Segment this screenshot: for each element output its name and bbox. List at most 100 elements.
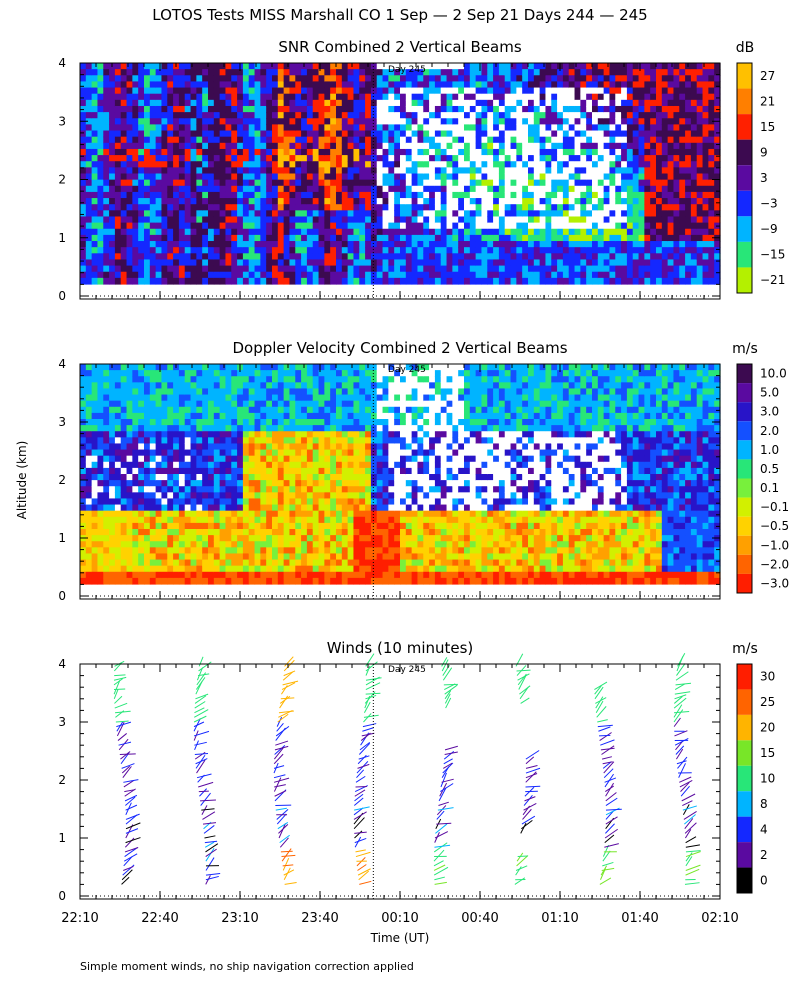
heatmap-cell	[394, 136, 401, 144]
heatmap-cell	[574, 179, 581, 187]
heatmap-cell	[138, 198, 145, 205]
heatmap-cell	[475, 118, 483, 125]
heatmap-cell	[178, 406, 186, 414]
heatmap-cell	[626, 173, 634, 181]
heatmap-cell	[359, 185, 366, 193]
heatmap-cell	[481, 198, 488, 205]
heatmap-cell	[213, 81, 221, 89]
heatmap-cell	[91, 547, 99, 555]
heatmap-cell	[429, 69, 436, 76]
heatmap-cell	[97, 185, 104, 193]
heatmap-cell	[446, 124, 453, 132]
heatmap-cell	[405, 69, 413, 76]
heatmap-cell	[603, 191, 611, 199]
heatmap-cell	[557, 265, 564, 273]
heatmap-cell	[272, 124, 279, 132]
heatmap-cell	[103, 173, 110, 181]
heatmap-cell	[417, 99, 424, 107]
heatmap-cell	[266, 136, 273, 144]
heatmap-cell	[161, 185, 168, 193]
heatmap-cell	[621, 241, 628, 248]
heatmap-cell	[411, 198, 419, 205]
heatmap-cell	[551, 136, 558, 144]
heatmap-cell	[650, 271, 657, 279]
heatmap-cell	[341, 234, 349, 242]
heatmap-cell	[452, 124, 459, 132]
heatmap-cell	[359, 63, 366, 70]
heatmap-cell	[219, 400, 227, 408]
heatmap-cell	[219, 118, 227, 125]
heatmap-cell	[388, 216, 395, 224]
heatmap-cell	[103, 559, 110, 567]
heatmap-cell	[295, 179, 302, 187]
heatmap-cell	[126, 112, 133, 119]
heatmap-cell	[173, 185, 180, 193]
heatmap-cell	[178, 234, 186, 242]
heatmap-cell	[178, 253, 186, 261]
heatmap-cell	[324, 118, 331, 125]
heatmap-cell	[493, 75, 500, 83]
heatmap-cell	[551, 191, 558, 199]
heatmap-cell	[469, 222, 477, 230]
heatmap-cell	[382, 247, 389, 254]
heatmap-cell	[196, 382, 203, 390]
heatmap-cell	[382, 75, 389, 83]
heatmap-cell	[219, 198, 227, 205]
heatmap-cell	[155, 370, 163, 377]
heatmap-cell	[272, 179, 279, 187]
heatmap-cell	[161, 492, 168, 500]
heatmap-cell	[562, 277, 570, 285]
heatmap-cell	[242, 87, 250, 95]
heatmap-cell	[225, 198, 232, 205]
heatmap-cell	[498, 130, 506, 138]
heatmap-cell	[144, 136, 151, 144]
heatmap-cell	[370, 112, 378, 119]
heatmap-cell	[80, 253, 87, 261]
heatmap-cell	[91, 75, 99, 83]
heatmap-cell	[248, 271, 256, 279]
heatmap-cell	[138, 419, 145, 426]
heatmap-cell	[80, 376, 87, 383]
heatmap-cell	[184, 198, 192, 205]
heatmap-cell	[528, 234, 535, 242]
heatmap-cell	[80, 443, 87, 451]
heatmap-cell	[394, 81, 401, 89]
heatmap-cell	[382, 112, 389, 119]
heatmap-cell	[574, 222, 581, 230]
heatmap-cell	[696, 210, 704, 218]
heatmap-cell	[446, 173, 453, 181]
heatmap-cell	[370, 271, 378, 279]
heatmap-cell	[568, 112, 576, 119]
heatmap-cell	[504, 179, 512, 187]
heatmap-cell	[632, 148, 640, 156]
heatmap-cell	[237, 277, 244, 285]
heatmap-cell	[132, 498, 139, 506]
colorbar-swatch	[737, 190, 752, 217]
heatmap-cell	[580, 167, 587, 175]
heatmap-cell	[440, 265, 448, 273]
heatmap-cell	[202, 142, 209, 150]
heatmap-cell	[405, 93, 413, 101]
heatmap-cell	[423, 167, 430, 175]
heatmap-cell	[173, 449, 180, 457]
heatmap-cell	[411, 179, 419, 187]
heatmap-cell	[330, 136, 337, 144]
heatmap-cell	[242, 112, 250, 119]
heatmap-cell	[149, 529, 157, 536]
heatmap-cell	[388, 130, 395, 138]
heatmap-cell	[144, 173, 151, 181]
heatmap-cell	[138, 210, 145, 218]
heatmap-cell	[603, 173, 611, 181]
heatmap-cell	[429, 247, 436, 254]
heatmap-cell	[103, 271, 110, 279]
heatmap-cell	[504, 277, 512, 285]
heatmap-cell	[557, 148, 564, 156]
heatmap-cell	[126, 63, 133, 70]
heatmap-cell	[429, 216, 436, 224]
colorbar-label: 21	[760, 94, 775, 108]
heatmap-cell	[260, 118, 267, 125]
heatmap-cell	[376, 222, 384, 230]
heatmap-cell	[434, 118, 442, 125]
heatmap-cell	[103, 136, 110, 144]
heatmap-cell	[277, 81, 285, 89]
